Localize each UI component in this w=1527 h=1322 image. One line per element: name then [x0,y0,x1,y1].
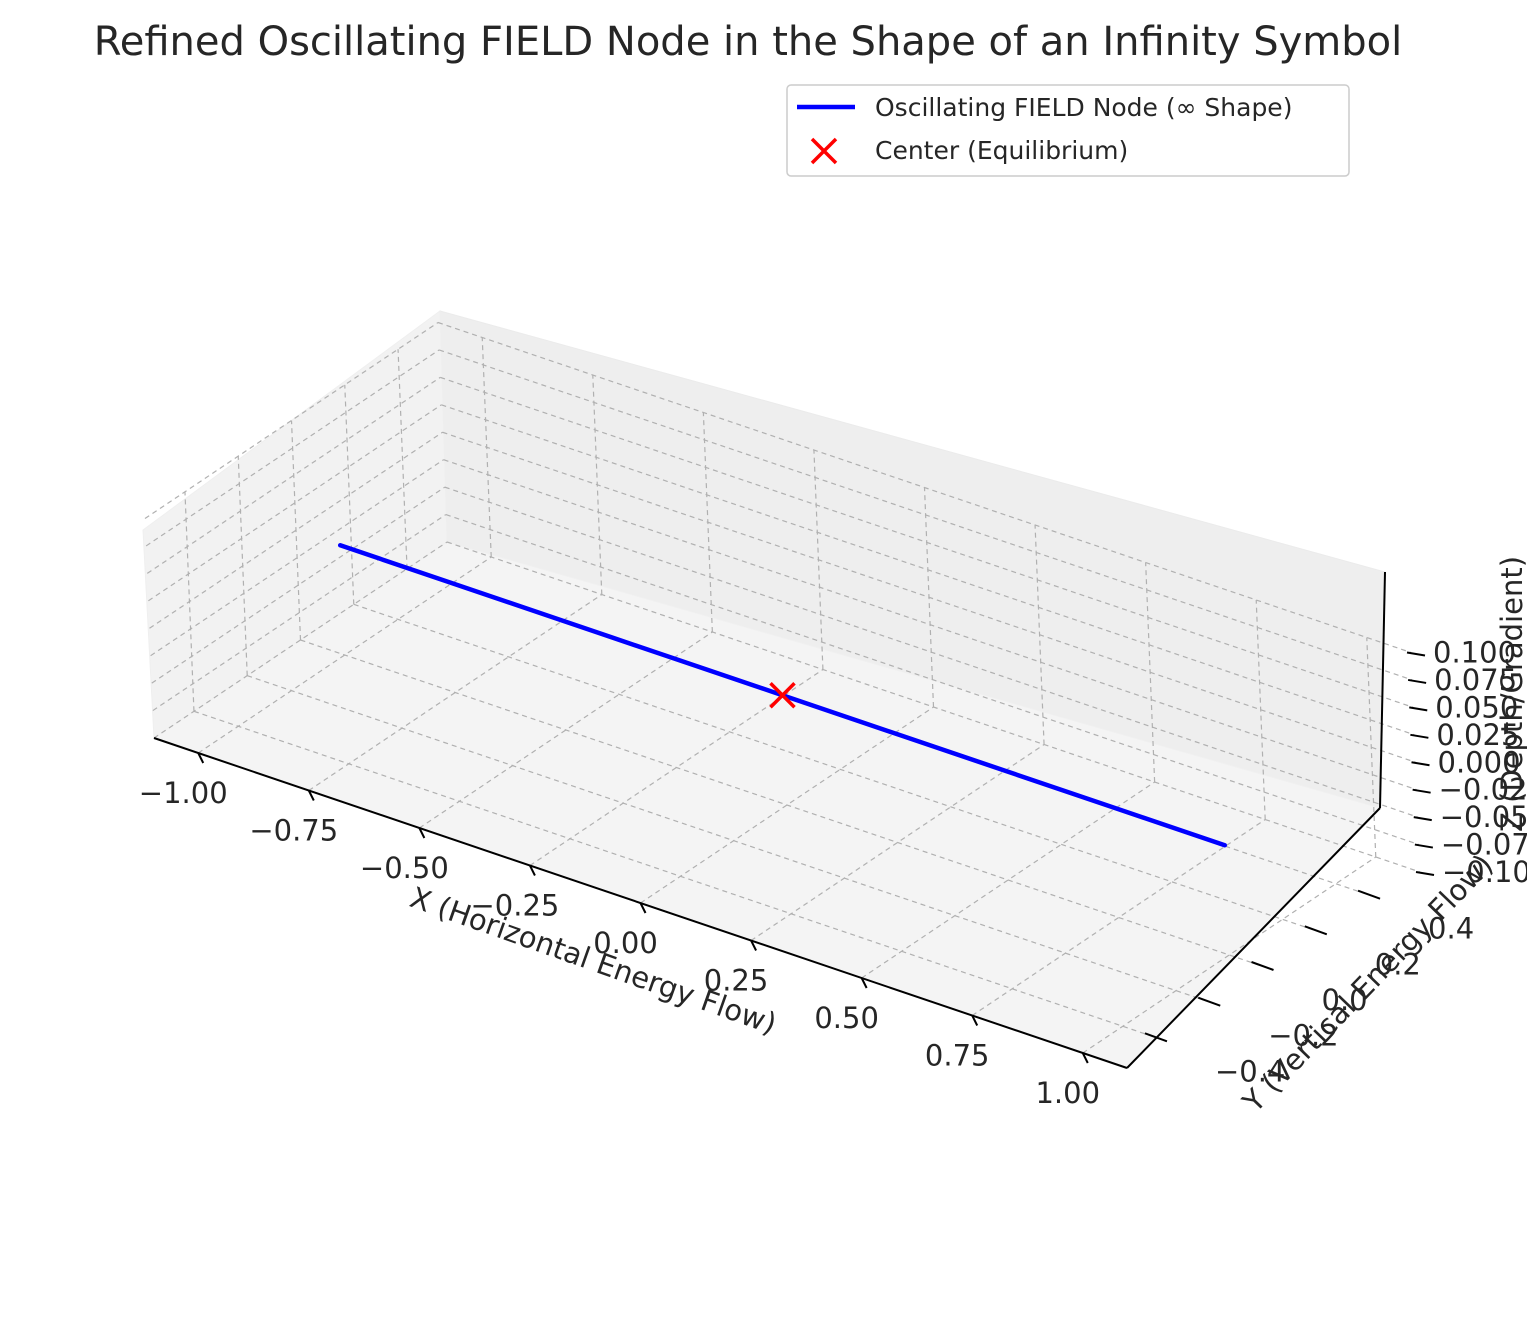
y-axis-line [1126,807,1381,1069]
z-tick-mark [1413,816,1432,822]
z-axis-line [1379,571,1386,809]
legend-box [786,84,1350,177]
grid-line-y-left [344,384,355,605]
x-tick-mark [529,865,536,876]
z-tick-mark [1411,761,1430,767]
legend: Oscillating FIELD Node (∞ Shape) Center … [786,84,1350,177]
x-tick-label: 0.00 [593,926,658,960]
z-tick-mark [1406,651,1426,657]
x-tick-mark [418,827,426,839]
grid-line-x-floor [197,556,492,754]
legend-label-line: Oscillating FIELD Node (∞ Shape) [875,93,1292,122]
z-tick-mark [1410,733,1429,739]
grid-line-z-left [148,404,442,602]
grid-line-x-floor [308,594,603,791]
chart-title: Refined Oscillating FIELD Node in the Sh… [94,19,1403,65]
grid-line-z-back [437,321,1412,654]
y-tick-mark [1197,996,1221,1007]
grid-line-z-back [438,349,1413,681]
grid-line-z-left [152,514,447,712]
x-tick-mark [1081,1052,1089,1064]
z-tick-label: −0.075 [1441,828,1527,862]
z-tick-label: 0.100 [1433,636,1516,670]
grid-line-z-left [145,349,440,547]
legend-label-center: Center (Equilibrium) [875,136,1128,165]
y-tick-mark [1357,889,1381,900]
grid-line-z-left [151,486,446,684]
x-tick-mark [750,940,757,951]
y-tick-mark [1251,961,1274,971]
grid-line-z-back [443,459,1417,791]
y-tick-label: 0.2 [1375,947,1421,981]
y-tick-label: 0.0 [1322,983,1368,1017]
grid-line-x-back [1366,637,1377,858]
y-tick-label: 0.4 [1428,912,1474,946]
z-tick-label: −0.050 [1440,800,1527,834]
z-tick-mark [1407,678,1427,684]
grid-line-z-left [149,431,443,629]
grid-line-y-left [397,349,408,569]
series-layer [337,543,1228,848]
x-tick-label: −1.00 [139,776,228,810]
grid-line-z-back [445,513,1420,846]
grid-line-z-back [446,541,1421,873]
y-tick-label: −0.4 [1215,1054,1285,1088]
z-tick-mark [1412,788,1431,794]
x-tick-mark [197,752,205,764]
x-tick-label: −0.50 [360,851,449,885]
y-tick-mark [1144,1032,1168,1043]
z-tick-label: 0.050 [1435,690,1518,724]
x-tick-label: 0.75 [925,1039,990,1073]
x-tick-mark [639,902,647,914]
grid-line-z-left [146,376,441,574]
z-tick-label: 0.075 [1434,663,1517,697]
grid-line-x-back [1255,599,1266,820]
x-tick-mark [860,977,868,989]
grid-line-z-back [441,404,1415,736]
grid-line-y-floor [193,710,1168,1042]
plot-3d: −1.00 −0.75 −0.50 −0.25 0.00 0.25 0.50 0.75 1.00… [139,310,1527,1111]
ticks: −1.00 −0.75 −0.50 −0.25 0.00 0.25 0.50 0.75 1.00… [139,636,1527,1111]
x-tick-label: 0.50 [814,1001,879,1035]
grid-line-x-floor [529,669,824,866]
z-tick-mark [1415,871,1435,876]
y-tick-mark [1304,925,1328,936]
z-axis-label: Z (Depth/Gradient) [1495,556,1527,832]
grid-line-x-floor [861,781,1155,979]
grid-lines [144,321,1421,1054]
grid-line-y-floor [247,675,1221,1007]
grid-line-z-back [442,431,1416,763]
x-tick-label: 1.00 [1035,1076,1100,1110]
z-tick-label: −0.025 [1439,773,1527,807]
x-tick-label: −0.75 [249,814,338,848]
grid-line-z-back [440,376,1414,708]
z-tick-label: 0.025 [1436,718,1519,752]
grid-line-x-floor [640,706,934,904]
x-tick-mark [307,790,315,801]
grid-line-y-floor [353,603,1327,935]
grid-line-z-left [144,322,439,519]
grid-line-z-left [150,459,444,657]
y-tick-label: −0.2 [1268,1019,1338,1053]
grid-line-x-floor [971,819,1266,1016]
center-marker [769,682,796,709]
grid-line-y-left [290,420,302,641]
grid-line-x-floor [1082,856,1377,1054]
grid-line-z-back [444,486,1418,818]
grid-line-x-floor [750,744,1045,941]
z-tick-label: −0.100 [1442,855,1527,889]
z-tick-mark [1414,843,1434,849]
x-tick-label: −0.25 [470,889,559,923]
grid-line-z-left [153,541,448,739]
legend-x-marker [810,137,838,165]
grid-line-x-floor [419,631,713,829]
z-tick-label: 0.000 [1438,745,1521,779]
x-tick-label: 0.25 [704,964,769,998]
z-tick-mark [1409,706,1428,712]
x-tick-mark [971,1015,979,1026]
grid-line-y-floor [300,639,1274,971]
